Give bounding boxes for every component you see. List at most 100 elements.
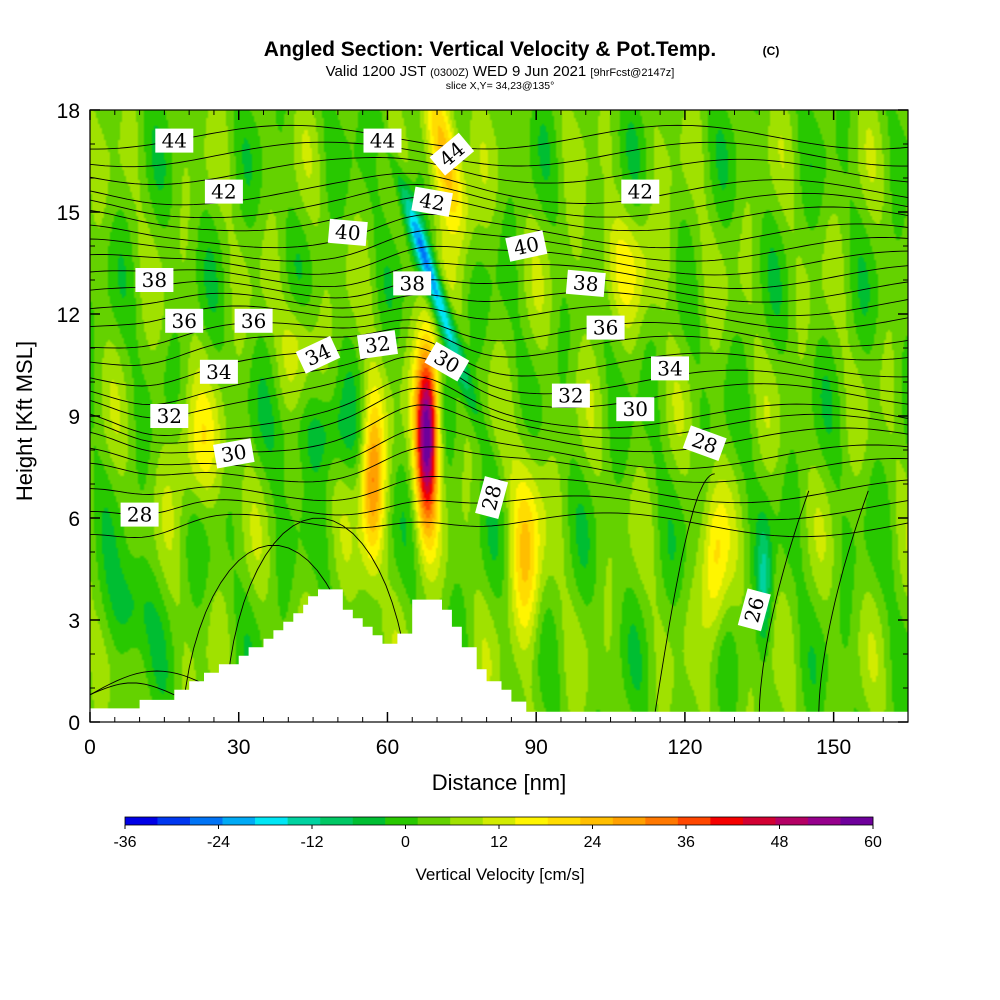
- contour-label-text: 38: [572, 270, 599, 296]
- contour-label-box: [204, 179, 243, 204]
- contour-label-text: 42: [628, 180, 653, 204]
- contour-label-box: [327, 218, 368, 247]
- contour-label-box: [565, 269, 606, 298]
- contour-label-text: 44: [370, 129, 395, 153]
- contour-label-text: 42: [417, 188, 446, 216]
- colorbar-swatch: [482, 817, 516, 825]
- isentrope-line: [90, 682, 175, 696]
- contour-label-text: 34: [206, 360, 231, 384]
- contour-label-text: 30: [219, 439, 248, 467]
- colorbar-swatch: [287, 817, 321, 825]
- colorbar-swatch: [645, 817, 679, 825]
- contour-label-box: [411, 186, 453, 217]
- y-tick-label: 15: [57, 202, 80, 225]
- isentrope-line: [90, 305, 908, 330]
- contour-label-text: 32: [157, 404, 182, 428]
- contour-label-text: 32: [558, 384, 583, 408]
- isentrope-line: [90, 157, 908, 186]
- colorbar-swatch: [710, 817, 744, 825]
- contour-label-box: [165, 308, 204, 333]
- contour-label-text: 36: [171, 309, 196, 333]
- contour-label-text: 38: [399, 271, 424, 295]
- contour-label: 28: [120, 502, 159, 527]
- contour-label-box: [651, 356, 689, 381]
- contour-label-box: [551, 383, 590, 408]
- colorbar: [124, 816, 874, 826]
- contour-label-box: [295, 335, 341, 374]
- x-axis: 0 30 60 90 120 150: [84, 110, 884, 759]
- contour-label-box: [120, 502, 159, 527]
- x-tick-label: 0: [84, 736, 96, 759]
- x-tick-label: 120: [667, 736, 702, 759]
- contour-label: 30: [616, 397, 655, 422]
- isentrope-line: [90, 512, 908, 538]
- contour-label-box: [199, 359, 238, 384]
- colorbar-tick-label: 0: [401, 834, 410, 851]
- contour-label-box: [616, 397, 655, 422]
- colorbar-swatch: [222, 817, 256, 825]
- contour-label-box: [429, 132, 475, 176]
- isentrope-line: [90, 327, 908, 366]
- y-tick-label: 12: [57, 304, 80, 327]
- contour-label-box: [682, 425, 727, 461]
- chart-subtitle: Valid 1200 JST (0300Z) WED 9 Jun 2021 [9…: [326, 63, 675, 80]
- contour-label-box: [363, 128, 402, 153]
- contour-label-box: [155, 128, 194, 153]
- subtitle-date: WED 9 Jun 2021: [473, 63, 586, 80]
- y-tick-label: 3: [68, 610, 80, 633]
- contour-label: 34: [651, 356, 689, 381]
- colorbar-tick-label: 36: [677, 834, 695, 851]
- isentrope-line: [90, 376, 908, 436]
- contour-label-box: [737, 588, 771, 632]
- colorbar-swatch: [580, 817, 614, 825]
- isentrope-line: [227, 517, 409, 682]
- isentrope-line: [90, 319, 908, 349]
- subtitle-utc: (0300Z): [430, 67, 469, 79]
- isentrope-line: [758, 490, 810, 712]
- colorbar-tick-label: 24: [584, 834, 602, 851]
- x-tick-label: 60: [376, 736, 399, 759]
- contour-label-text: 40: [334, 219, 361, 245]
- contour-label: 38: [135, 268, 174, 292]
- isentrope-line: [90, 291, 908, 317]
- isentrope-line: [90, 387, 908, 444]
- y-tick-label: 18: [57, 100, 80, 123]
- colorbar-swatch: [515, 817, 549, 825]
- isentrope-line: [90, 346, 908, 406]
- contour-label-box: [505, 230, 548, 262]
- contour-label-box: [150, 404, 189, 428]
- isentrope-line: [90, 141, 908, 168]
- contour-label-box: [424, 341, 470, 382]
- colorbar-tick-label: -36: [113, 834, 136, 851]
- isentrope-line: [90, 277, 908, 303]
- contour-label: 34: [199, 359, 238, 384]
- contour-label: 32: [551, 383, 590, 408]
- contour-label: 44: [363, 128, 402, 153]
- contour-label-text: 30: [623, 397, 648, 421]
- contour-label: 42: [621, 179, 660, 204]
- contour-label: 38: [565, 269, 606, 298]
- contour-label: 36: [165, 308, 204, 333]
- colorbar-swatch: [775, 817, 809, 825]
- contour-label-text: 28: [127, 503, 152, 527]
- contour-label: 42: [411, 186, 453, 217]
- contour-label: 30: [213, 438, 255, 469]
- isentrope-line: [90, 213, 908, 249]
- contour-label: 36: [586, 315, 625, 340]
- colorbar-swatch: [450, 817, 484, 825]
- contour-label-box: [621, 179, 660, 204]
- colorbar-tick-label: 48: [771, 834, 789, 851]
- contour-label-text: 40: [511, 232, 541, 261]
- colorbar-swatch: [807, 817, 841, 825]
- contour-label-box: [135, 268, 174, 292]
- contour-label: 40: [327, 218, 368, 247]
- colorbar-tick-label: 12: [490, 834, 508, 851]
- colorbar-swatch: [190, 817, 223, 825]
- isentrope-line: [90, 184, 908, 219]
- terrain-mask: [90, 589, 908, 722]
- x-tick-label: 30: [227, 736, 250, 759]
- isentrope-line: [90, 356, 908, 419]
